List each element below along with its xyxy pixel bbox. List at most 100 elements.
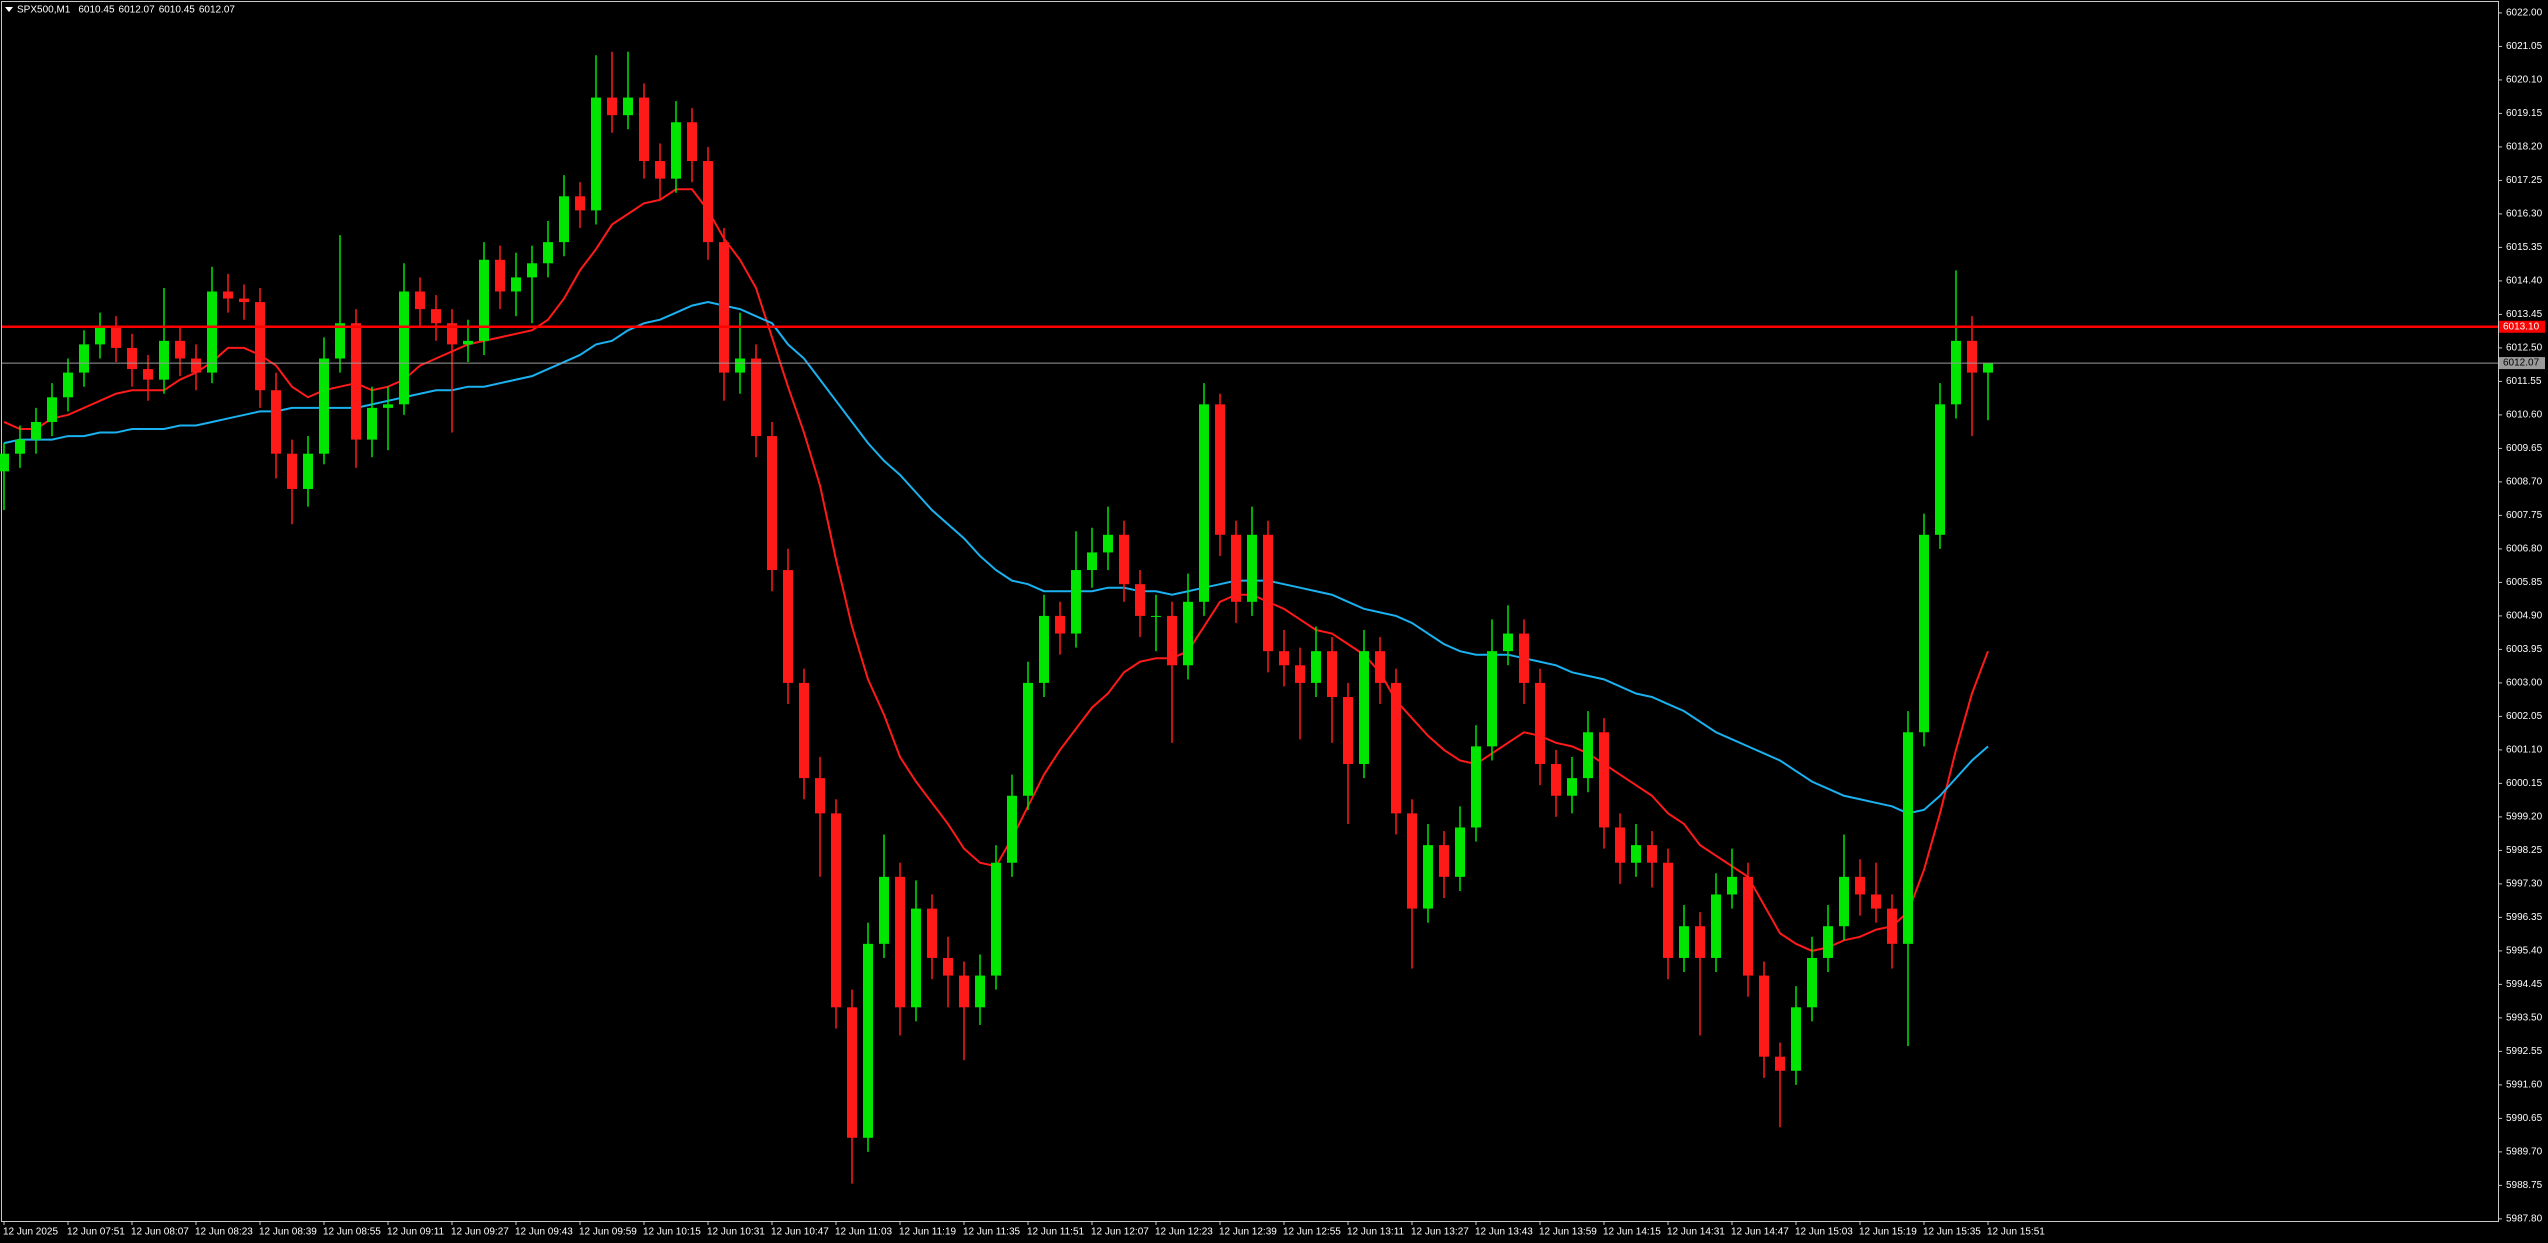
candle-body	[1743, 876, 1753, 976]
candle-body	[319, 358, 329, 454]
candle-body	[1903, 732, 1913, 944]
candle-body	[239, 298, 249, 303]
candle-body	[719, 242, 729, 373]
y-tick-label: 6017.25	[2506, 175, 2543, 186]
candle-body	[15, 439, 25, 454]
y-tick-label: 6008.70	[2506, 477, 2543, 488]
x-tick-label: 12 Jun 14:47	[1731, 1227, 1789, 1238]
candle-body	[127, 347, 137, 370]
y-tick-label: 5998.25	[2506, 845, 2543, 856]
candle-body	[191, 358, 201, 373]
candle-body	[1135, 584, 1145, 616]
y-tick-label: 6001.10	[2506, 745, 2543, 756]
y-tick-label: 5991.60	[2506, 1080, 2543, 1091]
y-tick-label: 6003.00	[2506, 678, 2543, 689]
x-tick-label: 12 Jun 13:59	[1539, 1227, 1597, 1238]
candle-body	[1039, 615, 1049, 683]
candle-body	[79, 344, 89, 373]
candle-body	[1679, 926, 1689, 958]
candle-body	[1023, 682, 1033, 796]
header-value: 6010.45	[78, 5, 115, 16]
x-tick-label: 12 Jun 12:07	[1091, 1227, 1149, 1238]
candle-body	[591, 97, 601, 211]
x-tick-label: 12 Jun 09:11	[387, 1227, 445, 1238]
candle-body	[31, 421, 41, 440]
candle-body	[1647, 845, 1657, 863]
candle-body	[1551, 764, 1561, 796]
candle-body	[1167, 615, 1177, 666]
candle-body	[1439, 845, 1449, 877]
candle-body	[767, 436, 777, 571]
candle-body	[1535, 682, 1545, 765]
candle-body	[943, 957, 953, 976]
candle-body	[159, 340, 169, 380]
candle-body	[927, 908, 937, 958]
menu-triangle[interactable]	[5, 7, 13, 12]
x-tick-label: 12 Jun 14:15	[1603, 1227, 1661, 1238]
header-value: 6010.45	[159, 5, 196, 16]
candle-body	[287, 453, 297, 489]
candle-body	[831, 813, 841, 1008]
candle-body	[1583, 732, 1593, 779]
candle-body	[1935, 404, 1945, 535]
x-tick-label: 12 Jun 10:31	[707, 1227, 765, 1238]
candle-body	[527, 263, 537, 278]
candle-body	[543, 242, 553, 264]
y-tick-label: 6007.75	[2506, 510, 2543, 521]
y-tick-label: 5993.50	[2506, 1013, 2543, 1024]
candle-body	[559, 196, 569, 243]
candle-body	[1759, 975, 1769, 1057]
price-tag-label: 6013.10	[2503, 321, 2540, 332]
x-tick-label: 12 Jun 11:03	[835, 1227, 893, 1238]
candle-body	[575, 196, 585, 211]
candle-body	[415, 291, 425, 310]
candle-body	[1471, 746, 1481, 828]
candle-body	[47, 397, 57, 422]
x-tick-label: 12 Jun 12:39	[1219, 1227, 1277, 1238]
x-tick-label: 12 Jun 13:11	[1347, 1227, 1405, 1238]
candle-body	[175, 340, 185, 359]
candle-body	[1311, 651, 1321, 683]
candle-body	[1791, 1007, 1801, 1071]
candle-body	[1631, 845, 1641, 863]
candle-body	[383, 404, 393, 408]
candle-body	[207, 291, 217, 373]
candle-body	[367, 407, 377, 440]
y-tick-label: 6009.65	[2506, 443, 2543, 454]
y-tick-label: 6016.30	[2506, 209, 2543, 220]
y-tick-label: 5988.75	[2506, 1180, 2543, 1191]
y-tick-label: 6011.55	[2506, 376, 2542, 387]
candle-body	[911, 908, 921, 1008]
candle-body	[1071, 570, 1081, 634]
x-tick-label: 12 Jun 08:07	[131, 1227, 189, 1238]
y-tick-label: 6002.05	[2506, 711, 2543, 722]
y-tick-label: 6020.10	[2506, 75, 2543, 86]
candle-body	[111, 326, 121, 348]
moving-average-line	[3, 301, 1989, 815]
candle-body	[863, 943, 873, 1138]
candle-body	[1983, 363, 1993, 373]
candle-body	[1343, 697, 1353, 765]
candle-body	[63, 372, 73, 398]
y-tick-label: 6022.00	[2506, 8, 2543, 19]
candle-body	[1407, 813, 1417, 909]
x-tick-label: 12 Jun 10:47	[771, 1227, 829, 1238]
x-tick-label: 12 Jun 15:19	[1859, 1227, 1917, 1238]
candle-body	[1119, 534, 1129, 585]
candle-body	[1951, 340, 1961, 405]
x-tick-label: 12 Jun 2025	[3, 1227, 58, 1238]
candle-body	[255, 302, 265, 391]
price-tag	[2499, 357, 2545, 370]
candle-body	[495, 259, 505, 292]
x-tick-label: 12 Jun 11:51	[1027, 1227, 1085, 1238]
candle-body	[1327, 651, 1337, 698]
candle-body	[655, 161, 665, 179]
y-tick-label: 5995.40	[2506, 946, 2543, 957]
candle-body	[351, 323, 361, 440]
candle-body	[1295, 665, 1305, 683]
y-tick-label: 6000.15	[2506, 778, 2543, 789]
x-tick-label: 12 Jun 12:55	[1283, 1227, 1341, 1238]
candle-body	[223, 291, 233, 299]
